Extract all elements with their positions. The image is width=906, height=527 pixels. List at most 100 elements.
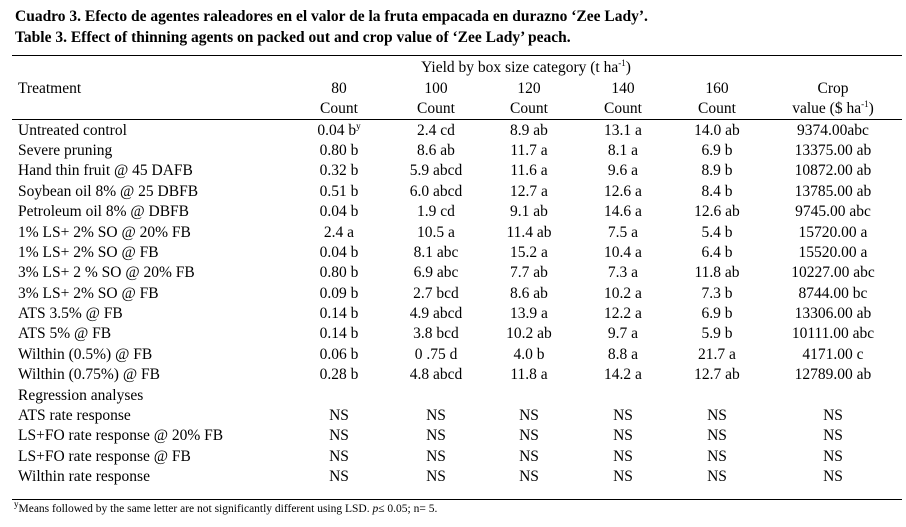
value-cell: 10227.00 abc xyxy=(791,264,875,282)
header-group-row: Yield by box size category (t ha-1) xyxy=(12,58,902,78)
table-row: 3% LS+ 2% SO @ FB 0.09 b 2.7 bcd 8.6 ab 10.2… xyxy=(12,283,902,303)
value-cell: NS xyxy=(519,447,539,465)
value-cell: 1.9 cd xyxy=(417,203,455,221)
value-cell: 7.5 a xyxy=(607,223,639,241)
treatment-cell: LS+FO rate response @ 20% FB xyxy=(18,427,224,445)
value-cell: 8.9 ab xyxy=(510,121,548,139)
value-cell: 13785.00 ab xyxy=(794,182,872,200)
value-cell: 6.9 b xyxy=(701,141,733,159)
treatment-cell: 1% LS+ 2% SO @ 20% FB xyxy=(18,223,191,241)
crop-header: Crop xyxy=(817,79,849,97)
value-cell xyxy=(482,385,576,405)
value-cell: 8.8 a xyxy=(607,345,639,363)
value-cell: 12.6 ab xyxy=(694,203,740,221)
value-cell: 13306.00 ab xyxy=(794,305,872,323)
treatment-cell: ATS 3.5% @ FB xyxy=(18,305,123,323)
table-row: ATS 5% @ FB 0.14 b 3.8 bcd 10.2 ab 9.7 a 5.9 … xyxy=(12,324,902,344)
treatment-cell: Hand thin fruit @ 45 DAFB xyxy=(18,162,193,180)
value-cell: 21.7 a xyxy=(698,345,736,363)
value-cell: 2.7 bcd xyxy=(413,284,459,302)
value-cell: NS xyxy=(823,427,843,445)
value-cell: NS xyxy=(329,427,349,445)
value-cell: 15520.00 a xyxy=(798,243,868,261)
value-cell: 5.9 b xyxy=(701,325,733,343)
value-cell: 15.2 a xyxy=(510,243,548,261)
title-spanish: Cuadro 3. Efecto de agentes raleadores e… xyxy=(15,8,648,25)
value-cell: 3.8 bcd xyxy=(413,325,459,343)
value-cell: 0.04 b xyxy=(319,243,359,261)
value-cell xyxy=(390,385,482,405)
value-cell: 4.9 abcd xyxy=(409,305,463,323)
value-cell: 2.4 a xyxy=(323,223,355,241)
bottom-rule xyxy=(12,499,902,500)
value-cell: NS xyxy=(707,468,727,486)
value-cell: 12.7 ab xyxy=(694,366,740,384)
value-cell: 9.7 a xyxy=(607,325,639,343)
value-cell: NS xyxy=(613,447,633,465)
value-cell: 0.04 by xyxy=(317,120,361,139)
value-cell: NS xyxy=(823,447,843,465)
value-cell: 12.2 a xyxy=(604,305,642,323)
value-cell: NS xyxy=(426,447,446,465)
value-cell: 13.1 a xyxy=(604,121,642,139)
table-row: Untreated control 0.04 by 2.4 cd 8.9 ab 13.1… xyxy=(12,120,902,141)
table-row: 1% LS+ 2% SO @ 20% FB 2.4 a 10.5 a 11.4 ab 7… xyxy=(12,222,902,242)
value-cell: 14.6 a xyxy=(604,203,642,221)
value-cell: 11.4 ab xyxy=(506,223,552,241)
value-cell: 13.9 a xyxy=(510,305,548,323)
value-cell: 7.3 a xyxy=(607,264,639,282)
value-cell: 6.9 b xyxy=(701,305,733,323)
table-row: 1% LS+ 2% SO @ FB 0.04 b 8.1 abc 15.2 a 10.4… xyxy=(12,243,902,263)
value-cell xyxy=(764,385,902,405)
treatment-cell: Petroleum oil 8% @ DBFB xyxy=(18,203,189,221)
value-cell: 6.0 abcd xyxy=(409,182,463,200)
value-cell: 0.80 b xyxy=(319,264,359,282)
value-cell: 8.4 b xyxy=(701,182,733,200)
table-row: Severe pruning 0.80 b 8.6 ab 11.7 a 8.1 a 6.9… xyxy=(12,141,902,161)
value-cell: 10.2 ab xyxy=(506,325,552,343)
treatment-cell: 3% LS+ 2% SO @ FB xyxy=(18,284,159,302)
value-cell: NS xyxy=(823,468,843,486)
table-row: Regression analyses xyxy=(12,385,902,405)
crop-value-header: value ($ ha-1) xyxy=(764,98,902,121)
value-cell: 8.9 b xyxy=(701,162,733,180)
treatment-cell: ATS rate response xyxy=(18,407,131,425)
value-cell: 9374.00abc xyxy=(797,121,869,139)
table-row: 3% LS+ 2 % SO @ 20% FB 0.80 b 6.9 abc 7.7 a… xyxy=(12,263,902,283)
value-cell: 0 .75 d xyxy=(414,345,458,363)
header-count-row: Count Count Count Count Count value ($ h… xyxy=(12,98,902,121)
value-cell: 12.7 a xyxy=(510,182,548,200)
value-cell: 4.0 b xyxy=(513,345,545,363)
size-120-header: 120 xyxy=(517,79,541,97)
value-cell: NS xyxy=(707,447,727,465)
value-cell xyxy=(576,385,670,405)
value-cell: 2.4 cd xyxy=(417,121,455,139)
count-label: Count xyxy=(670,98,764,121)
value-cell: 7.7 ab xyxy=(510,264,548,282)
value-cell: NS xyxy=(707,427,727,445)
value-cell: 9.1 ab xyxy=(510,203,548,221)
value-cell: 4171.00 c xyxy=(802,345,864,363)
size-160-header: 160 xyxy=(705,79,729,97)
value-cell xyxy=(670,385,764,405)
value-cell: 11.8 a xyxy=(510,366,548,384)
table-row: Hand thin fruit @ 45 DAFB 0.32 b 5.9 abcd 1… xyxy=(12,161,902,181)
value-cell: 10.5 a xyxy=(417,223,455,241)
treatment-cell: LS+FO rate response @ FB xyxy=(18,447,191,465)
value-cell: NS xyxy=(613,427,633,445)
treatment-header: Treatment xyxy=(18,79,82,97)
value-cell: 11.7 a xyxy=(510,141,548,159)
value-cell: 14.0 ab xyxy=(694,121,740,139)
table-row: LS+FO rate response @ FB NS NS NS NS NS NS xyxy=(12,446,902,466)
value-cell: 0.06 b xyxy=(319,345,359,363)
value-cell: 10872.00 ab xyxy=(794,162,872,180)
table-row: ATS 3.5% @ FB 0.14 b 4.9 abcd 13.9 a 12.2 a 6… xyxy=(12,304,902,324)
treatment-cell: Untreated control xyxy=(18,121,127,139)
value-cell: NS xyxy=(519,407,539,425)
value-cell: 5.9 abcd xyxy=(409,162,463,180)
value-cell: NS xyxy=(329,468,349,486)
treatment-cell: Wilthin (0.75%) @ FB xyxy=(18,366,160,384)
value-cell: 14.2 a xyxy=(604,366,642,384)
count-label: Count xyxy=(482,98,576,121)
value-cell: 11.6 a xyxy=(510,162,548,180)
